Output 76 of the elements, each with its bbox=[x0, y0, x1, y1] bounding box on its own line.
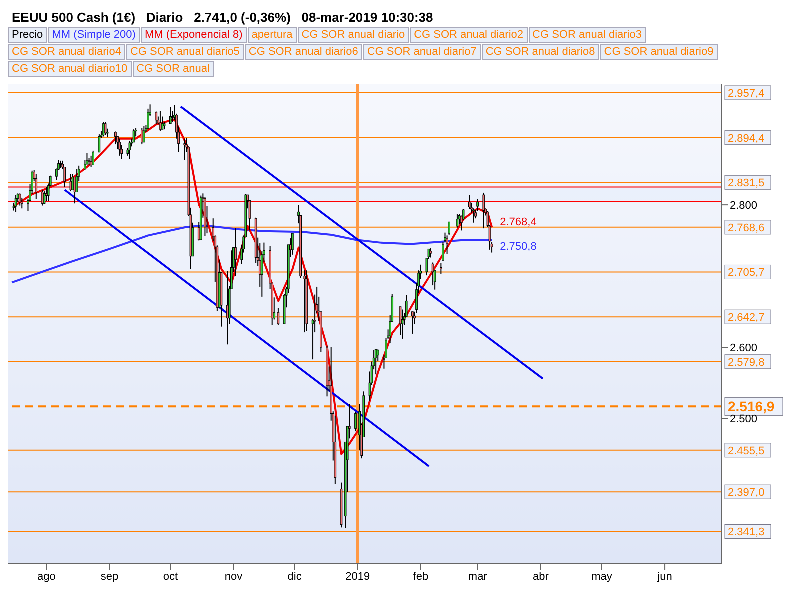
x-tick-label: mar bbox=[468, 570, 488, 583]
x-tick-label: ago bbox=[37, 570, 56, 583]
x-tick-label: feb bbox=[413, 570, 429, 583]
candlestick bbox=[277, 308, 280, 326]
text: MM (Simple 200) bbox=[48, 27, 140, 43]
candlestick bbox=[114, 131, 117, 146]
candlestick bbox=[468, 194, 471, 210]
candlestick bbox=[306, 270, 308, 332]
ref-line-label: 2.516,9 bbox=[728, 398, 775, 415]
ref-line-label: 2.455,5 bbox=[728, 445, 765, 458]
y-tick-label: 2.500 bbox=[730, 414, 758, 426]
ref-line-label: 2.957,4 bbox=[728, 88, 765, 100]
text: CG SOR anual diario bbox=[298, 27, 410, 43]
ref-line-label: 2.642,7 bbox=[728, 312, 765, 324]
x-tick-label: oct bbox=[163, 570, 178, 583]
ref-line-label: 2.397,0 bbox=[728, 487, 765, 500]
candlestick bbox=[234, 228, 237, 277]
x-tick-label: sep bbox=[100, 570, 119, 583]
candlestick bbox=[159, 110, 162, 132]
text: MM (Exponencial 8) bbox=[140, 27, 247, 43]
y-tick-label: 2.600 bbox=[730, 342, 758, 354]
candlestick bbox=[448, 222, 450, 236]
text: CG SOR anual diario9 bbox=[600, 44, 718, 60]
ref-line-label: 2.341,3 bbox=[728, 526, 765, 539]
candlestick bbox=[456, 214, 459, 228]
ref-line-label: 2.768,6 bbox=[728, 222, 765, 234]
candlestick bbox=[104, 122, 107, 136]
candlestick bbox=[401, 309, 404, 340]
text: CG SOR anual diario4 bbox=[8, 44, 126, 60]
text: CG SOR anual diario8 bbox=[482, 44, 600, 60]
x-tick-label: 2019 bbox=[346, 570, 370, 583]
x-tick-label: may bbox=[592, 570, 613, 583]
candlestick bbox=[43, 191, 46, 205]
ref-line-label: 2.579,8 bbox=[728, 356, 765, 369]
candlestick bbox=[292, 233, 294, 256]
candlestick bbox=[446, 235, 448, 255]
candlestick bbox=[412, 311, 414, 334]
candlestick bbox=[20, 197, 24, 210]
candlestick bbox=[354, 412, 357, 432]
candlestick bbox=[128, 140, 132, 160]
text: CG SOR anual diario5 bbox=[126, 44, 244, 60]
text: apertura bbox=[248, 27, 297, 43]
x-tick-label: jun bbox=[656, 570, 672, 583]
chart-title: EEUU 500 Cash (1€) Diario 2.741,0 (-0,36%) 08-mar-2019 10:30:38 bbox=[11, 9, 434, 27]
ref-line-label: 2.705,7 bbox=[728, 267, 765, 280]
ref-line-label: 2.894,4 bbox=[728, 132, 765, 145]
text: CG SOR anual diario2 bbox=[410, 27, 528, 43]
candlestick bbox=[35, 174, 38, 200]
candlestick bbox=[430, 248, 432, 258]
x-tick-label: nov bbox=[224, 570, 244, 583]
candlestick bbox=[432, 262, 434, 286]
candlestick bbox=[70, 174, 72, 192]
candlestick bbox=[132, 129, 136, 143]
candlestick bbox=[118, 138, 121, 156]
candlestick bbox=[147, 108, 150, 130]
candlestick bbox=[98, 134, 101, 153]
candlestick bbox=[76, 168, 78, 193]
y-tick-label: 2.800 bbox=[730, 200, 758, 212]
candlestick bbox=[41, 190, 44, 206]
candlestick bbox=[143, 126, 146, 143]
text: CG SOR anual diario3 bbox=[528, 27, 646, 43]
text: CG SOR anual diario10 bbox=[8, 61, 132, 77]
annotation: 2.750,8 bbox=[500, 241, 537, 254]
text: CG SOR anual bbox=[132, 61, 214, 77]
candlestick bbox=[169, 107, 172, 124]
annotation: 2.768,4 bbox=[500, 216, 537, 229]
text: CG SOR anual diario6 bbox=[244, 44, 362, 60]
candlestick bbox=[92, 150, 94, 166]
x-tick-label: dic bbox=[288, 570, 302, 583]
candlestick bbox=[442, 242, 444, 262]
candlestick bbox=[440, 262, 442, 275]
line-series bbox=[11, 224, 494, 284]
text: Precio bbox=[8, 27, 48, 43]
text: CG SOR anual diario7 bbox=[363, 44, 481, 60]
ref-line-label: 2.831,5 bbox=[728, 178, 765, 190]
x-tick-label: abr bbox=[533, 570, 550, 583]
